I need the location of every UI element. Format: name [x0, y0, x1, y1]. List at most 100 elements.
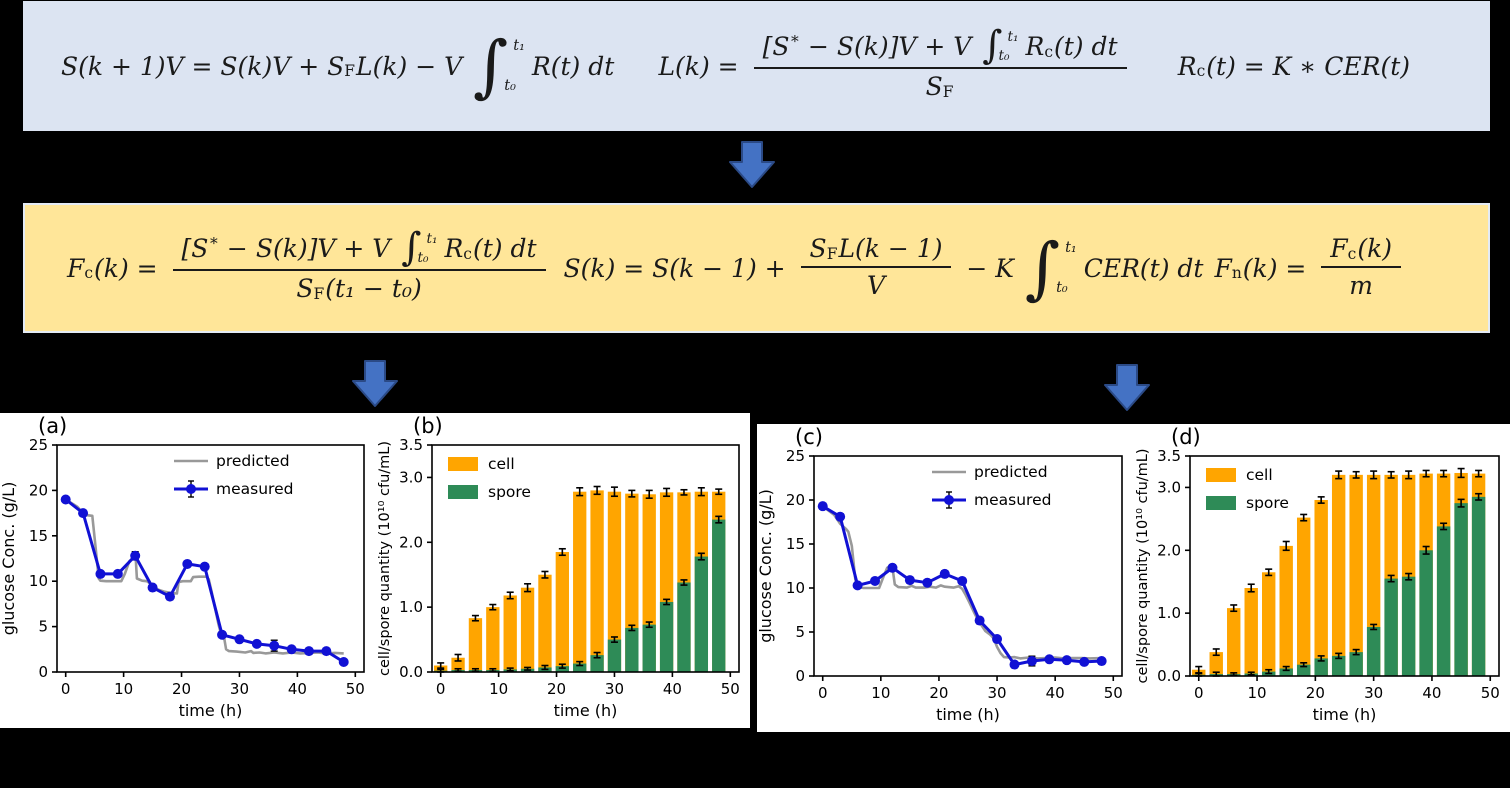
bar-error-bars [437, 485, 723, 673]
svg-text:spore: spore [1246, 494, 1289, 512]
svg-text:predicted: predicted [216, 452, 290, 470]
svg-text:15: 15 [29, 527, 48, 545]
svg-text:0.0: 0.0 [399, 663, 423, 681]
svg-text:2.0: 2.0 [399, 533, 423, 551]
svg-text:30: 30 [1364, 684, 1383, 702]
svg-text:50: 50 [1481, 684, 1500, 702]
svg-text:spore: spore [488, 483, 531, 501]
svg-text:30: 30 [230, 680, 249, 698]
svg-text:0: 0 [436, 680, 446, 698]
down-arrow-top [727, 141, 777, 189]
legend: predicted measured [174, 452, 293, 498]
svg-text:10: 10 [786, 579, 805, 597]
svg-text:0: 0 [61, 680, 71, 698]
x-axis-label: time (h) [179, 701, 243, 720]
chart-d-cell-spore-quantity: 0 10 20 30 40 50 0.0 1.0 2.0 3.0 3.5 time (h) cell/s… [1133, 424, 1510, 732]
svg-text:5: 5 [38, 618, 48, 636]
integral-symbol: ∫ t₁ t₀ [1024, 228, 1077, 308]
svg-text:3.0: 3.0 [1157, 478, 1181, 496]
chart-c-plot: 0 10 20 30 40 50 0 5 10 15 20 25 time (h) glucose Con… [756, 425, 1123, 724]
down-arrow-left [350, 360, 400, 408]
x-axis-label: time (h) [1313, 705, 1377, 724]
svg-text:0: 0 [795, 667, 805, 685]
svg-text:measured: measured [974, 491, 1051, 509]
svg-text:cell: cell [1246, 466, 1273, 484]
chart-a-glucose-concentration: 0 10 20 30 40 50 0 5 10 15 20 25 time (h) glucose Con… [0, 413, 375, 728]
svg-text:40: 40 [1046, 684, 1065, 702]
axes: 0 10 20 30 40 50 0 5 10 15 20 25 [29, 436, 365, 698]
results-panel-left: 0 10 20 30 40 50 0 5 10 15 20 25 time (h) glucose Con… [0, 413, 750, 728]
svg-text:10: 10 [29, 572, 48, 590]
svg-text:1.0: 1.0 [399, 598, 423, 616]
svg-text:20: 20 [29, 481, 48, 499]
results-panel-right: 0 10 20 30 40 50 0 5 10 15 20 25 time (h) glucose Con… [756, 424, 1510, 732]
legend: cell spore [1206, 466, 1289, 512]
equation-substrate-balance: S(k + 1)V = S(k)V + S F L(k) − V ∫ t₁ t₀ R(t… [61, 26, 615, 106]
svg-text:20: 20 [929, 684, 948, 702]
svg-text:2.0: 2.0 [1157, 541, 1181, 559]
svg-text:3.5: 3.5 [1157, 447, 1181, 465]
svg-text:10: 10 [1248, 684, 1267, 702]
integral-symbol: ∫ t₁ t₀ [473, 26, 525, 106]
panel-label: (c) [795, 425, 823, 449]
x-axis-label: time (h) [554, 701, 618, 720]
y-axis-label: glucose Conc. (g/L) [757, 489, 775, 643]
legend: predicted measured [932, 463, 1051, 509]
mass-balance-model-box: S(k + 1)V = S(k)V + S F L(k) − V ∫ t₁ t₀ R(t… [23, 1, 1490, 131]
svg-text:measured: measured [216, 480, 293, 498]
svg-text:0: 0 [1194, 684, 1204, 702]
measured-line [60, 494, 349, 668]
predicted-line [65, 498, 344, 655]
measured-line [817, 501, 1107, 670]
svg-text:40: 40 [288, 680, 307, 698]
svg-text:cell: cell [488, 455, 515, 473]
svg-text:10: 10 [871, 684, 890, 702]
axes: 0 10 20 30 40 50 0.0 1.0 2.0 3.0 3.5 [399, 436, 740, 698]
svg-text:predicted: predicted [974, 463, 1048, 481]
chart-c-glucose-concentration: 0 10 20 30 40 50 0 5 10 15 20 25 time (h) glucose Con… [756, 424, 1133, 732]
equation-substrate-update: S(k) = S(k − 1) + S F L(k − 1) V − K ∫ t₁ t₀ … [563, 228, 1204, 308]
svg-text:0: 0 [38, 663, 48, 681]
svg-text:3.0: 3.0 [399, 468, 423, 486]
svg-text:10: 10 [489, 680, 508, 698]
svg-text:25: 25 [29, 436, 48, 454]
x-axis-label: time (h) [936, 705, 1000, 724]
svg-text:20: 20 [172, 680, 191, 698]
chart-b-cell-spore-quantity: 0 10 20 30 40 50 0.0 1.0 2.0 3.0 3.5 time (h) cell/s… [375, 413, 750, 728]
panel-label: (b) [413, 414, 443, 438]
svg-text:0: 0 [818, 684, 828, 702]
svg-text:20: 20 [786, 491, 805, 509]
svg-text:25: 25 [786, 447, 805, 465]
svg-text:50: 50 [1104, 684, 1123, 702]
spore-bars [434, 519, 726, 672]
predicted-line [821, 505, 1102, 660]
axes: 0 10 20 30 40 50 0 5 10 15 20 25 [786, 447, 1123, 702]
svg-text:15: 15 [786, 535, 805, 553]
integral-symbol: ∫ t₁ t₀ [401, 225, 438, 271]
svg-text:10: 10 [114, 680, 133, 698]
chart-d-plot: 0 10 20 30 40 50 0.0 1.0 2.0 3.0 3.5 time (h) cell/s… [1135, 425, 1500, 724]
y-axis-label: glucose Conc. (g/L) [0, 482, 18, 636]
down-arrow-shape [729, 141, 775, 188]
svg-text:50: 50 [721, 680, 740, 698]
svg-text:30: 30 [988, 684, 1007, 702]
panel-label: (a) [38, 414, 67, 438]
svg-text:5: 5 [795, 623, 805, 641]
svg-text:30: 30 [605, 680, 624, 698]
y-axis-label: cell/spore quantity (10¹⁰ cfu/mL) [377, 441, 393, 676]
svg-text:20: 20 [547, 680, 566, 698]
legend: cell spore [448, 455, 531, 501]
chart-a-plot: 0 10 20 30 40 50 0 5 10 15 20 25 time (h) glucose Con… [0, 414, 365, 720]
down-arrow-right [1102, 364, 1152, 412]
svg-text:3.5: 3.5 [399, 436, 423, 454]
svg-text:50: 50 [346, 680, 365, 698]
down-arrow-shape [352, 360, 398, 407]
svg-text:0.0: 0.0 [1157, 667, 1181, 685]
